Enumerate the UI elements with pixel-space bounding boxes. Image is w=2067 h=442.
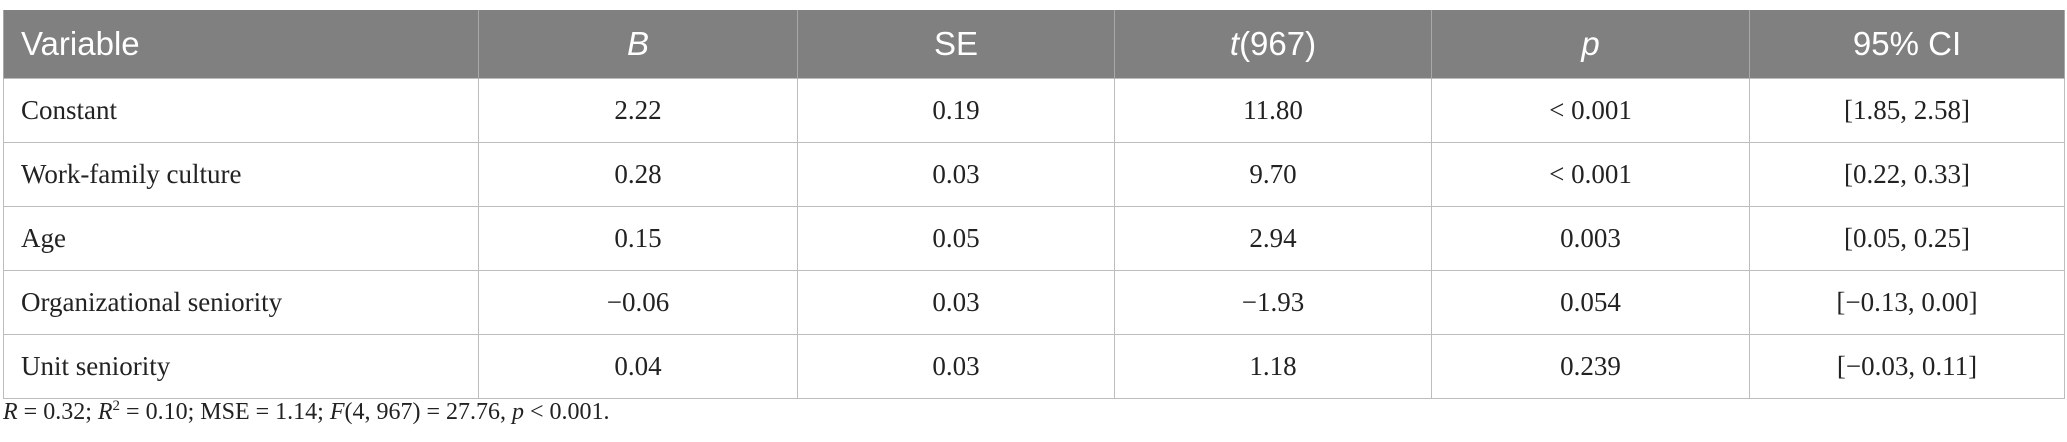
- header-text: p: [1581, 25, 1600, 62]
- table-cell: 0.15: [478, 206, 798, 271]
- table-cell: [−0.03, 0.11]: [1749, 334, 2065, 399]
- header-row: Variable B SE t(967) p 95% CI: [3, 10, 2065, 79]
- footnote: R = 0.32; R2 = 0.10; MSE = 1.14; F(4, 96…: [3, 398, 610, 426]
- header-cell: t(967): [1114, 10, 1432, 79]
- table-row: Age 0.15 0.05 2.94 0.003 [0.05, 0.25]: [3, 206, 2065, 271]
- header-text: (967): [1239, 25, 1317, 62]
- table-cell: 2.94: [1114, 206, 1432, 271]
- table-cell: 11.80: [1114, 78, 1432, 143]
- header-cell: p: [1431, 10, 1750, 79]
- table-row: Organizational seniority −0.06 0.03 −1.93 0.…: [3, 270, 2065, 335]
- table-cell: < 0.001: [1431, 142, 1750, 207]
- table-cell: [−0.13, 0.00]: [1749, 270, 2065, 335]
- table-cell: Organizational seniority: [3, 270, 479, 335]
- regression-table: Variable B SE t(967) p 95% CI Constant 2.22 0.1…: [3, 10, 2065, 399]
- footnote-text: R: [3, 399, 18, 425]
- table-cell: −1.93: [1114, 270, 1432, 335]
- header-cell: B: [478, 10, 798, 79]
- footnote-text: = 0.32;: [17, 399, 98, 425]
- table-cell: 9.70: [1114, 142, 1432, 207]
- table-cell: [0.05, 0.25]: [1749, 206, 2065, 271]
- table-cell: 0.28: [478, 142, 798, 207]
- header-text: Variable: [21, 25, 140, 62]
- table-cell: 0.03: [797, 270, 1115, 335]
- header-text: SE: [933, 25, 979, 62]
- table-header: Variable B SE t(967) p 95% CI: [3, 10, 2065, 79]
- table-cell: Age: [3, 206, 479, 271]
- table-cell: 0.054: [1431, 270, 1750, 335]
- footnote-text: 2: [112, 398, 121, 414]
- table-cell: 0.003: [1431, 206, 1750, 271]
- table-cell: [1.85, 2.58]: [1749, 78, 2065, 143]
- table-cell: 0.04: [478, 334, 798, 399]
- table-cell: Unit seniority: [3, 334, 479, 399]
- table-cell: 0.239: [1431, 334, 1750, 399]
- footnote-text: = 0.10; MSE = 1.14;: [120, 399, 330, 425]
- table-cell: 0.05: [797, 206, 1115, 271]
- table-row: Work-family culture 0.28 0.03 9.70 < 0.001 [0…: [3, 142, 2065, 207]
- table-cell: −0.06: [478, 270, 798, 335]
- header-cell: Variable: [3, 10, 479, 79]
- table-cell: < 0.001: [1431, 78, 1750, 143]
- table-body: Constant 2.22 0.19 11.80 < 0.001 [1.85, 2.58]…: [3, 78, 2065, 399]
- footnote-text: R: [97, 399, 113, 425]
- header-text: B: [626, 25, 649, 62]
- header-cell: SE: [797, 10, 1115, 79]
- header-text: t: [1229, 25, 1240, 62]
- header-text: 95% CI: [1852, 25, 1962, 62]
- table-row: Unit seniority 0.04 0.03 1.18 0.239 [−0.03, 0…: [3, 334, 2065, 399]
- table-row: Constant 2.22 0.19 11.80 < 0.001 [1.85, 2.58]: [3, 78, 2065, 143]
- footnote-text: (4, 967) = 27.76,: [344, 399, 513, 425]
- footnote-text: < 0.001.: [524, 399, 610, 425]
- table-cell: 0.03: [797, 142, 1115, 207]
- table-cell: 1.18: [1114, 334, 1432, 399]
- table-cell: 0.03: [797, 334, 1115, 399]
- table-cell: [0.22, 0.33]: [1749, 142, 2065, 207]
- footnote-text: p: [512, 399, 525, 425]
- table-cell: Constant: [3, 78, 479, 143]
- table-cell: 2.22: [478, 78, 798, 143]
- table-cell: Work-family culture: [3, 142, 479, 207]
- table-cell: 0.19: [797, 78, 1115, 143]
- footnote-text: F: [329, 399, 345, 425]
- header-cell: 95% CI: [1749, 10, 2065, 79]
